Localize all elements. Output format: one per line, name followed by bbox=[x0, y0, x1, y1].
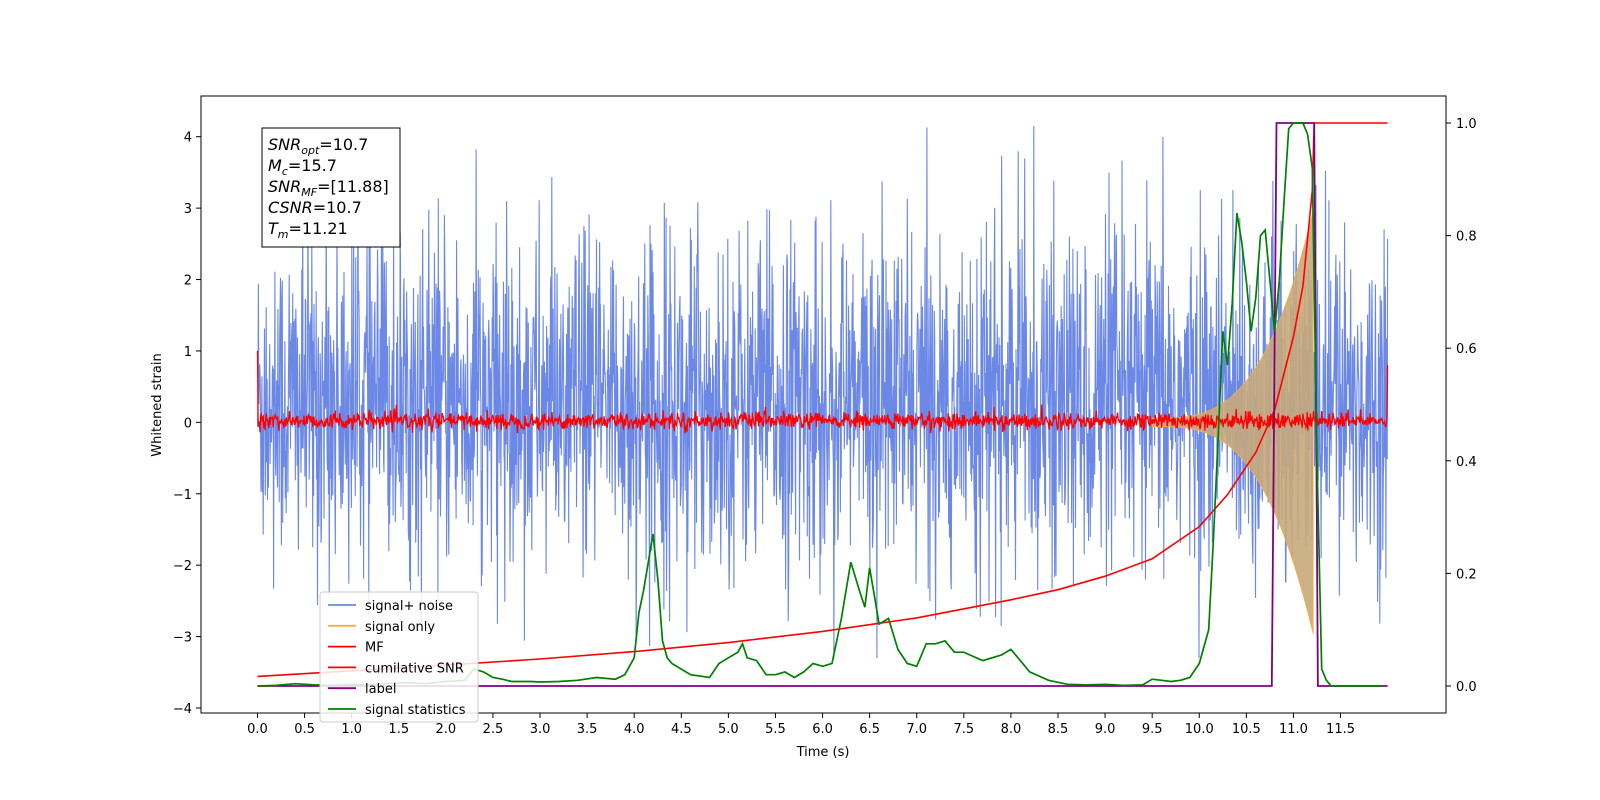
x-tick-label: 10.5 bbox=[1232, 722, 1261, 737]
legend-entry: cumilative SNR bbox=[365, 661, 464, 676]
y2-tick-label: 0.8 bbox=[1456, 230, 1477, 245]
x-axis-label: Time (s) bbox=[796, 745, 850, 760]
info-line: CSNR=10.7 bbox=[268, 198, 362, 217]
info-subscript: m bbox=[278, 228, 289, 241]
legend-frame bbox=[319, 591, 479, 723]
x-tick-label: 7.0 bbox=[906, 722, 927, 737]
info-box: SNRopt=10.7Mc=15.7SNRMF=[11.88]CSNR=10.7… bbox=[261, 127, 401, 248]
legend-entry: label bbox=[365, 682, 396, 697]
info-symbol: SNR bbox=[268, 177, 301, 196]
legend-entry: MF bbox=[365, 641, 384, 656]
info-symbol: CSNR bbox=[268, 198, 313, 217]
y-tick-label: 3 bbox=[184, 202, 192, 217]
y-tick-label: 1 bbox=[184, 345, 192, 360]
x-tick-label: 6.0 bbox=[812, 722, 833, 737]
y-axis-right: 1.0 0.8 0.6 0.4 0.2 0.0 bbox=[1446, 117, 1477, 695]
x-tick-label: 9.0 bbox=[1095, 722, 1116, 737]
series-signal-statistics bbox=[257, 122, 1383, 687]
x-tick-label: 11.5 bbox=[1326, 722, 1355, 737]
y-tick-label: 4 bbox=[184, 131, 192, 146]
x-tick-label: 8.0 bbox=[1001, 722, 1022, 737]
axes-frame bbox=[200, 95, 1447, 714]
x-tick-label: 5.0 bbox=[718, 722, 739, 737]
plot-content bbox=[256, 122, 1389, 687]
info-line: Tm=11.21 bbox=[268, 219, 348, 241]
y2-tick-label: 0.2 bbox=[1456, 567, 1477, 582]
x-tick-label: 4.0 bbox=[624, 722, 645, 737]
info-value: =[11.88] bbox=[317, 177, 389, 196]
x-tick-label: 10.0 bbox=[1185, 722, 1214, 737]
x-tick-label: 1.0 bbox=[341, 722, 362, 737]
series-signal-noise bbox=[256, 125, 1389, 659]
x-tick-label: 8.5 bbox=[1048, 722, 1069, 737]
y-tick-label: 0 bbox=[184, 416, 192, 431]
legend-entry: signal+ noise bbox=[365, 599, 453, 614]
info-subscript: c bbox=[282, 165, 288, 178]
y2-tick-label: 0.6 bbox=[1456, 342, 1477, 357]
info-value: =11.21 bbox=[289, 219, 348, 238]
y-tick-label: −4 bbox=[173, 702, 192, 717]
info-line: SNRMF=[11.88] bbox=[268, 177, 389, 199]
y-axis-left: 4 3 2 1 0 −1 −2 −3 −4 bbox=[173, 131, 201, 717]
legend-entry: signal only bbox=[365, 620, 435, 635]
x-tick-label: 3.0 bbox=[530, 722, 551, 737]
x-tick-label: 11.0 bbox=[1279, 722, 1308, 737]
info-symbol: SNR bbox=[268, 135, 301, 154]
x-tick-label: 6.5 bbox=[859, 722, 880, 737]
x-tick-label: 2.0 bbox=[436, 722, 457, 737]
info-line: SNRopt=10.7 bbox=[268, 135, 368, 157]
series-mf bbox=[256, 350, 1389, 434]
info-value: =15.7 bbox=[288, 156, 337, 175]
x-tick-label: 0.0 bbox=[247, 722, 268, 737]
y-axis-label: Whitened strain bbox=[150, 353, 165, 456]
x-tick-label: 2.5 bbox=[483, 722, 504, 737]
y2-tick-label: 0.0 bbox=[1456, 680, 1477, 695]
x-tick-label: 1.5 bbox=[388, 722, 409, 737]
info-value: =10.7 bbox=[313, 198, 362, 217]
info-subscript: MF bbox=[301, 186, 317, 199]
y-tick-label: −2 bbox=[173, 559, 192, 574]
x-tick-label: 4.5 bbox=[671, 722, 692, 737]
legend: signal+ noise signal only MF cumilative SNR… bbox=[319, 591, 479, 723]
info-symbol: M bbox=[268, 156, 282, 175]
x-tick-label: 5.5 bbox=[765, 722, 786, 737]
info-symbol: T bbox=[268, 219, 279, 238]
series-cumulative-snr bbox=[257, 122, 1388, 678]
x-tick-label: 7.5 bbox=[953, 722, 974, 737]
legend-entry: signal statistics bbox=[365, 703, 466, 718]
info-subscript: opt bbox=[301, 144, 320, 157]
y-tick-label: −1 bbox=[173, 488, 192, 503]
x-tick-label: 0.5 bbox=[294, 722, 315, 737]
info-line: Mc=15.7 bbox=[268, 156, 337, 178]
info-box-frame bbox=[261, 127, 401, 248]
y2-tick-label: 0.4 bbox=[1456, 455, 1477, 470]
y-tick-label: 2 bbox=[184, 274, 192, 289]
y-tick-label: −3 bbox=[173, 631, 192, 646]
x-tick-label: 9.5 bbox=[1142, 722, 1163, 737]
x-axis: 0.0 0.5 1.0 1.5 2.0 2.5 3.0 3.5 4.0 4.5 5.0 5.5 6.0 6… bbox=[247, 713, 1355, 737]
x-tick-label: 3.5 bbox=[577, 722, 598, 737]
info-value: =10.7 bbox=[319, 135, 368, 154]
y2-tick-label: 1.0 bbox=[1456, 117, 1477, 132]
